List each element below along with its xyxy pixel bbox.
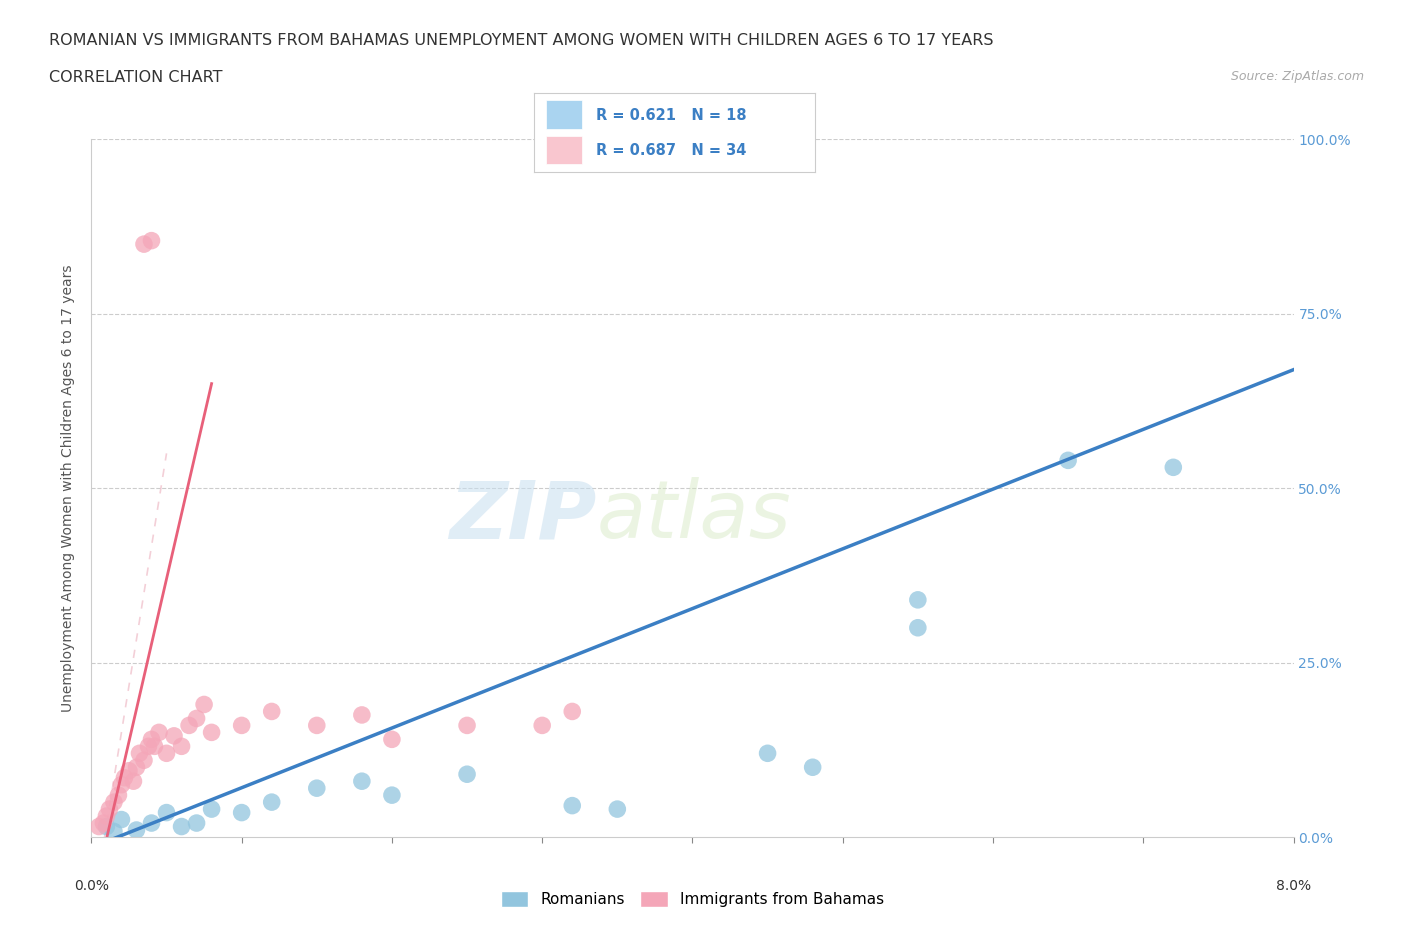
Point: [98, 802, 121, 817]
Point: [193, 698, 215, 712]
Point: [87, 819, 110, 834]
Point: [132, 753, 155, 768]
Point: [260, 704, 283, 719]
Point: [801, 760, 824, 775]
Point: [118, 764, 141, 778]
Text: R = 0.621   N = 18: R = 0.621 N = 18: [596, 108, 747, 123]
Point: [907, 620, 929, 635]
Y-axis label: Unemployment Among Women with Children Ages 6 to 17 years: Unemployment Among Women with Children A…: [62, 264, 76, 712]
Point: [561, 704, 583, 719]
Point: [103, 824, 125, 839]
Point: [125, 760, 148, 775]
Point: [1057, 453, 1080, 468]
Text: atlas: atlas: [596, 477, 792, 555]
Point: [561, 798, 583, 813]
Text: 8.0%: 8.0%: [1277, 879, 1310, 893]
Point: [350, 708, 373, 723]
FancyBboxPatch shape: [546, 100, 582, 128]
Point: [125, 823, 148, 838]
Point: [110, 777, 132, 792]
Point: [177, 718, 200, 733]
Point: [128, 746, 150, 761]
Point: [114, 770, 136, 785]
Point: [381, 732, 404, 747]
Point: [350, 774, 373, 789]
Point: [381, 788, 404, 803]
Point: [231, 718, 253, 733]
FancyBboxPatch shape: [546, 136, 582, 165]
Point: [93, 816, 115, 830]
Point: [143, 738, 166, 753]
Text: Source: ZipAtlas.com: Source: ZipAtlas.com: [1230, 70, 1364, 83]
Point: [305, 781, 328, 796]
Point: [201, 725, 224, 740]
Point: [132, 237, 155, 252]
Point: [138, 738, 160, 753]
Point: [531, 718, 554, 733]
Point: [96, 819, 118, 834]
Point: [107, 788, 129, 803]
Point: [305, 718, 328, 733]
Point: [103, 794, 125, 809]
Point: [907, 592, 929, 607]
Point: [155, 805, 177, 820]
Point: [148, 725, 170, 740]
Point: [141, 816, 163, 830]
Point: [170, 738, 193, 753]
Point: [163, 728, 186, 743]
Point: [456, 766, 478, 781]
Point: [186, 711, 208, 725]
Point: [155, 746, 177, 761]
Text: ROMANIAN VS IMMIGRANTS FROM BAHAMAS UNEMPLOYMENT AMONG WOMEN WITH CHILDREN AGES : ROMANIAN VS IMMIGRANTS FROM BAHAMAS UNEM…: [49, 33, 994, 47]
Point: [1161, 460, 1184, 474]
Point: [141, 732, 163, 747]
Point: [201, 802, 224, 817]
Point: [260, 794, 283, 809]
Legend: Romanians, Immigrants from Bahamas: Romanians, Immigrants from Bahamas: [495, 884, 890, 913]
Text: ZIP: ZIP: [449, 477, 596, 555]
Text: CORRELATION CHART: CORRELATION CHART: [49, 70, 222, 85]
Text: R = 0.687   N = 34: R = 0.687 N = 34: [596, 143, 747, 158]
Point: [756, 746, 779, 761]
Point: [122, 774, 145, 789]
Point: [141, 233, 163, 248]
Point: [170, 819, 193, 834]
Point: [231, 805, 253, 820]
Point: [96, 809, 118, 824]
Point: [110, 812, 132, 827]
Point: [606, 802, 628, 817]
Point: [186, 816, 208, 830]
Point: [456, 718, 478, 733]
Text: 0.0%: 0.0%: [75, 879, 108, 893]
